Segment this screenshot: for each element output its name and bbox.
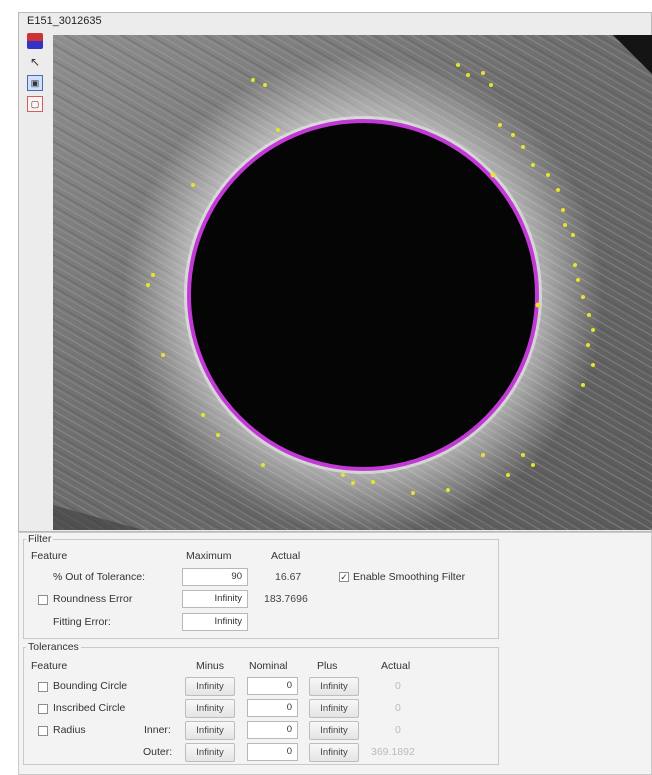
radius-inner-minus-button[interactable]: Infinity (185, 721, 235, 740)
radius-inner-nominal-input[interactable]: 0 (247, 721, 298, 739)
roundness-actual: 183.7696 (264, 593, 308, 605)
radius-outer-plus-button[interactable]: Infinity (309, 743, 359, 762)
roundness-max-input[interactable]: Infinity (182, 590, 248, 608)
bounding-circle-label: Bounding Circle (53, 680, 128, 692)
edge-points (146, 63, 595, 495)
radius-inner-label: Inner: (144, 724, 171, 736)
radius-outer-label: Outer: (143, 746, 173, 758)
roundness-label: Roundness Error (53, 593, 133, 605)
fitting-error-max-input[interactable]: Infinity (182, 613, 248, 631)
bounding-circle-minus-button[interactable]: Infinity (185, 677, 235, 696)
selection-icon[interactable]: ▢ (27, 96, 43, 112)
settings-panel: Filter Feature Maximum Actual % Out of T… (18, 532, 652, 775)
fitting-error-label: Fitting Error: (53, 616, 111, 628)
inscribed-circle-actual: 0 (395, 702, 401, 714)
inscribed-circle-plus-button[interactable]: Infinity (309, 699, 359, 718)
inscribed-circle-nominal-input[interactable]: 0 (247, 699, 298, 717)
out-of-tolerance-max-input[interactable]: 90 (182, 568, 248, 586)
radius-checkbox[interactable] (38, 726, 48, 736)
inscribed-circle-minus-button[interactable]: Infinity (185, 699, 235, 718)
save-icon[interactable]: ▣ (27, 75, 43, 91)
inscribed-circle-label: Inscribed Circle (53, 702, 126, 714)
tol-col-plus: Plus (317, 660, 338, 672)
out-of-tolerance-actual: 16.67 (275, 571, 302, 583)
tol-col-minus: Minus (196, 660, 225, 672)
bounding-circle-checkbox[interactable] (38, 682, 48, 692)
out-of-tolerance-label: % Out of Tolerance: (53, 571, 146, 583)
inscribed-circle-checkbox[interactable] (38, 704, 48, 714)
image-window: E151_3012635 ↖ ▣ ▢ (18, 12, 652, 532)
filter-col-maximum: Maximum (186, 550, 232, 562)
bounding-circle-actual: 0 (395, 680, 401, 692)
filter-col-actual: Actual (271, 550, 301, 562)
side-toolbar: ↖ ▣ ▢ (25, 33, 49, 117)
flag-icon[interactable] (27, 33, 43, 49)
smoothing-checkbox[interactable]: ✓ (339, 572, 349, 582)
radius-inner-actual: 0 (395, 724, 401, 736)
smoothing-label: Enable Smoothing Filter (353, 571, 466, 583)
radius-outer-actual: 369.1892 (371, 746, 415, 758)
bounding-circle-nominal-input[interactable]: 0 (247, 677, 298, 695)
window-title: E151_3012635 (27, 15, 102, 27)
cursor-icon[interactable]: ↖ (29, 55, 41, 69)
hole (189, 121, 537, 469)
tol-col-nominal: Nominal (249, 660, 288, 672)
inspection-image[interactable] (53, 35, 652, 530)
radius-outer-minus-button[interactable]: Infinity (185, 743, 235, 762)
radius-inner-plus-button[interactable]: Infinity (309, 721, 359, 740)
fitted-circle-outline (187, 119, 539, 471)
radius-label: Radius (53, 724, 86, 736)
radius-outer-nominal-input[interactable]: 0 (247, 743, 298, 761)
tolerances-legend: Tolerances (28, 641, 79, 653)
filter-legend: Filter (28, 533, 52, 545)
filter-col-feature: Feature (31, 550, 68, 562)
roundness-checkbox[interactable] (38, 595, 48, 605)
tolerances-group: Tolerances (23, 641, 499, 765)
bounding-circle-plus-button[interactable]: Infinity (309, 677, 359, 696)
filter-group: Filter (23, 533, 499, 639)
tol-col-actual: Actual (381, 660, 411, 672)
tol-col-feature: Feature (31, 660, 68, 672)
